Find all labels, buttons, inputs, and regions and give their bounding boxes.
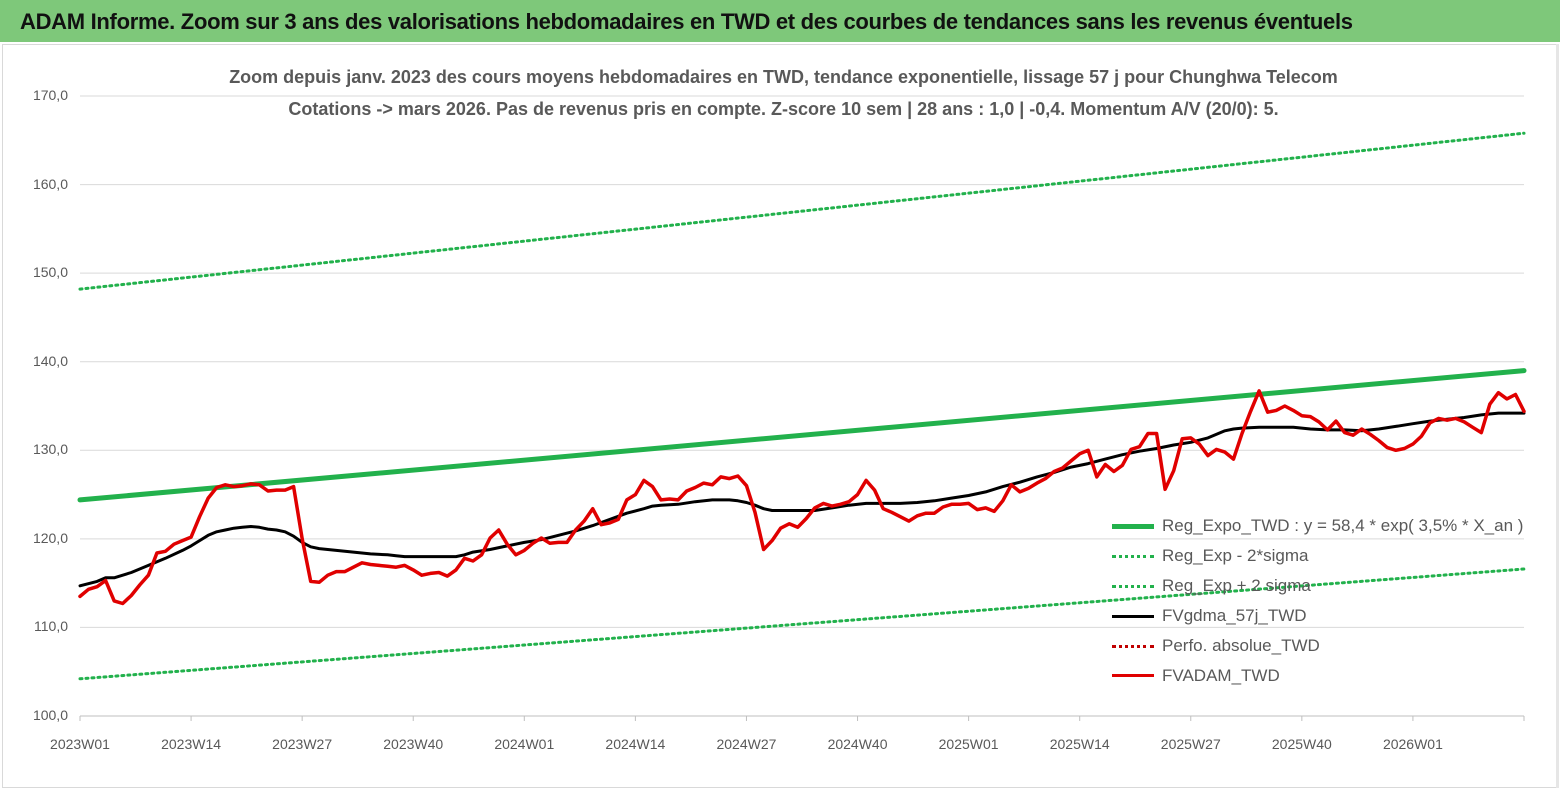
x-tick-label: 2023W40 [383, 736, 444, 752]
y-tick-label: 130,0 [32, 441, 68, 458]
legend-swatch [1112, 614, 1154, 618]
y-tick-label: 100,0 [32, 707, 68, 723]
legend-swatch [1112, 584, 1154, 588]
chart-title: Zoom depuis janv. 2023 des cours moyens … [229, 67, 1338, 87]
x-tick-label: 2025W14 [1049, 736, 1110, 752]
series-line-1 [78, 567, 1526, 681]
series-line-2 [78, 131, 1526, 291]
y-tick-label: 150,0 [32, 264, 68, 281]
x-tick-label: 2024W27 [716, 736, 777, 752]
legend-label: Reg_Exp - 2*sigma [1162, 546, 1309, 565]
x-tick-label: 2023W27 [272, 736, 333, 752]
chart-subtitle: Cotations -> mars 2026. Pas de revenus p… [288, 99, 1279, 119]
legend-swatch [1112, 554, 1154, 558]
x-tick-label: 2026W01 [1382, 736, 1443, 752]
legend-swatch [1112, 674, 1154, 678]
y-tick-label: 120,0 [32, 529, 68, 546]
series-line-0 [77, 368, 1527, 503]
x-tick-label: 2023W14 [161, 736, 222, 752]
report-banner: ADAM Informe. Zoom sur 3 ans des valoris… [0, 0, 1560, 42]
x-tick-label: 2024W14 [605, 736, 666, 752]
x-tick-label: 2025W01 [938, 736, 999, 752]
legend-swatch [1112, 644, 1154, 648]
y-tick-label: 140,0 [32, 352, 68, 369]
y-tick-label: 110,0 [34, 618, 68, 635]
y-tick-label: 160,0 [32, 175, 68, 192]
y-tick-label: 170,0 [32, 87, 68, 103]
x-tick-label: 2023W01 [50, 736, 110, 752]
series-line-5 [78, 389, 1526, 606]
legend-label: FVADAM_TWD [1162, 666, 1280, 685]
legend-label: Perfo. absolue_TWD [1162, 636, 1320, 655]
legend-label: Reg_Exp + 2 sigma [1162, 576, 1311, 595]
x-tick-label: 2025W40 [1271, 736, 1332, 752]
banner-title: ADAM Informe. Zoom sur 3 ans des valoris… [20, 9, 1353, 34]
x-tick-label: 2024W40 [827, 736, 888, 752]
x-tick-label: 2024W01 [494, 736, 555, 752]
legend-label: FVgdma_57j_TWD [1162, 606, 1307, 625]
legend-swatch [1112, 523, 1154, 529]
legend-label: Reg_Expo_TWD : y = 58,4 * exp( 3,5% * X_… [1162, 516, 1524, 535]
right-edge-bar [1556, 44, 1559, 788]
x-tick-label: 2025W27 [1160, 736, 1221, 752]
